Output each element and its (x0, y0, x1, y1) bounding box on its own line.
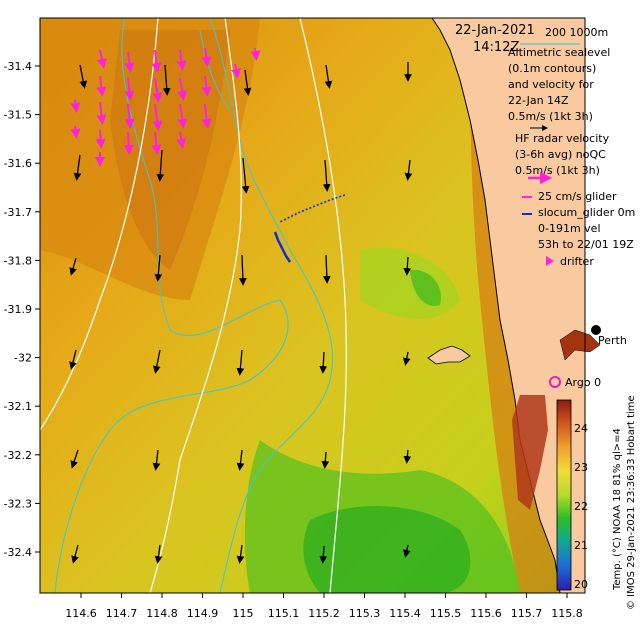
x-tick-label: 114.9 (187, 607, 219, 620)
isobath-contours (54, 18, 334, 593)
plot-frame (39, 17, 586, 594)
hf-line-1: HF radar velocity (515, 132, 610, 145)
colorbar-ramp (556, 399, 572, 591)
glider-legend: 25 cm/s glider slocum_glider 0m 0-191m v… (522, 190, 635, 251)
map-date: 22-Jan-2021 (455, 23, 535, 38)
y-tick-label: -31.6 (4, 157, 32, 170)
y-tick-label: -32 (14, 352, 32, 365)
coastal-warm-cells (512, 395, 548, 510)
drifter-label: drifter (560, 255, 594, 268)
colorbar-tick-label: 23 (574, 461, 588, 474)
alt-line-1: Altimetric sealevel (508, 46, 610, 59)
colorbar-label: Temp. (°C) NOAA 18 81% ql>=4 (612, 428, 623, 591)
y-tick-label: -31.8 (4, 254, 32, 267)
map-time: 14:12Z (473, 40, 519, 55)
argo-label: Argo 0 (565, 376, 601, 389)
y-tick-label: -31.9 (4, 303, 32, 316)
drifter-marker-icon (546, 256, 554, 266)
y-axis: -31.4 -31.5 -31.6 -31.7 -31.8 -31.9 -32 -32.1 -3… (4, 60, 40, 559)
y-tick-label: -32.2 (4, 449, 32, 462)
colorbar-tick-label: 21 (574, 539, 588, 552)
x-tick-label: 115.1 (268, 607, 300, 620)
altimetric-legend: Altimetric sealevel (0.1m contours) and … (508, 46, 610, 131)
x-tick-label: 115.8 (551, 607, 583, 620)
colorbar-tick-label: 20 (574, 578, 588, 591)
y-tick-label: -32.4 (4, 546, 32, 559)
y-tick-label: -31.4 (4, 60, 32, 73)
x-tick-label: 115.4 (389, 607, 421, 620)
credit-text: © IMOS 29-Jan-2021 23:36:33 Hobart time (626, 395, 637, 610)
x-tick-label: 114.8 (146, 607, 178, 620)
scale-label: 200 1000m (545, 26, 608, 39)
x-tick-label: 115.5 (430, 607, 462, 620)
glider-line-3: 0-191m vel (538, 222, 601, 235)
alt-line-2: (0.1m contours) (508, 62, 596, 75)
y-tick-label: -31.7 (4, 206, 32, 219)
colorbar: 24 23 22 21 20 Temp. (°C) NOAA 18 81% ql>=4 (556, 399, 623, 591)
hf-radar-legend: HF radar velocity (3-6h avg) noQC 0.5m/s… (515, 132, 610, 185)
hf-line-2: (3-6h avg) noQC (515, 148, 606, 161)
y-tick-label: -31.5 (4, 109, 32, 122)
colorbar-tick-label: 24 (574, 422, 588, 435)
x-tick-label: 115.6 (470, 607, 502, 620)
x-tick-label: 114.6 (65, 607, 97, 620)
y-tick-label: -32.1 (4, 400, 32, 413)
glider-line-4: 53h to 22/01 19Z (538, 238, 634, 251)
sealevel-contours (40, 18, 347, 593)
x-axis: 114.6 114.7 114.8 114.9 115 115.1 115.2 115.3 11… (65, 593, 583, 620)
colorbar-tick-label: 22 (574, 500, 588, 513)
swan-river (559, 329, 601, 361)
x-tick-label: 115.2 (308, 607, 340, 620)
rottnest-island (427, 345, 471, 365)
drifter-legend: drifter (546, 255, 594, 268)
x-tick-label: 114.7 (106, 607, 138, 620)
argo-marker (549, 376, 561, 388)
glider-line-2: slocum_glider 0m (538, 206, 635, 219)
land (432, 18, 585, 593)
x-tick-label: 115 (233, 607, 254, 620)
glider-line-1: 25 cm/s glider (538, 190, 617, 203)
alt-line-4: 22-Jan 14Z (508, 94, 569, 107)
hf-radar-arrows (70, 47, 261, 167)
glider-track (273, 194, 346, 263)
y-tick-label: -32.3 (4, 497, 32, 510)
alt-line-5: 0.5m/s (1kt 3h) (508, 110, 593, 123)
perth-marker (591, 325, 601, 335)
x-tick-label: 115.7 (511, 607, 543, 620)
perth-label: Perth (598, 334, 627, 347)
hf-line-3: 0.5m/s (1kt 3h) (515, 164, 600, 177)
x-tick-label: 115.3 (349, 607, 381, 620)
altimetry-arrows (69, 62, 413, 564)
alt-line-3: and velocity for (508, 78, 594, 91)
